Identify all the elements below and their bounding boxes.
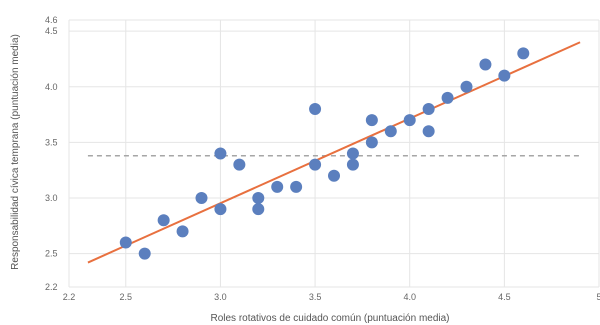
data-point [498,69,511,82]
data-point [479,58,492,71]
x-tick-label: 3.0 [214,292,227,302]
data-point [460,80,473,93]
data-point [290,180,303,193]
data-point [252,192,265,204]
data-point [346,158,359,171]
x-tick-label: 5 [596,292,600,302]
data-point [195,192,208,204]
data-point [176,225,189,238]
x-tick-label: 4.0 [403,292,416,302]
data-points [119,47,530,260]
data-point [384,125,397,138]
data-point [441,91,454,104]
trend-line [87,41,581,264]
data-point [422,125,435,138]
data-point [517,47,530,60]
x-axis-title: Roles rotativos de cuidado común (puntua… [210,313,449,324]
x-tick-label: 3.5 [309,292,322,302]
data-point [365,114,378,127]
data-point [422,103,435,115]
data-point [365,136,378,149]
y-tick-label: 3.0 [45,193,58,203]
grid-layer [68,19,600,288]
y-tick-label: 3.5 [45,137,58,147]
reference-lines [87,41,581,264]
y-tick-label: 4.0 [45,82,58,92]
x-tick-label: 4.5 [498,292,511,302]
y-tick-label: 4.6 [45,15,58,25]
y-tick-label: 4.5 [45,26,58,36]
x-tick-label: 2.5 [120,292,133,302]
x-tick-label: 2.2 [63,292,76,302]
y-tick-label: 2.2 [45,282,58,292]
data-point [271,180,284,193]
data-point [346,147,359,160]
data-point [214,147,227,160]
data-point [252,203,265,216]
tick-labels: 2.2 2.5 3.0 3.5 4.0 4.5 52.22.53.03.54.04.54.6 [45,15,600,302]
data-point [214,203,227,216]
y-axis-title: Responsabilidad cívica temprana (puntuac… [10,34,21,270]
data-point [309,158,322,171]
data-point [119,236,132,249]
data-point [403,114,416,127]
data-point [157,214,170,227]
data-point [233,158,246,171]
data-point [309,103,322,115]
y-tick-label: 2.5 [45,249,58,259]
data-point [328,169,340,182]
data-point [138,247,151,260]
